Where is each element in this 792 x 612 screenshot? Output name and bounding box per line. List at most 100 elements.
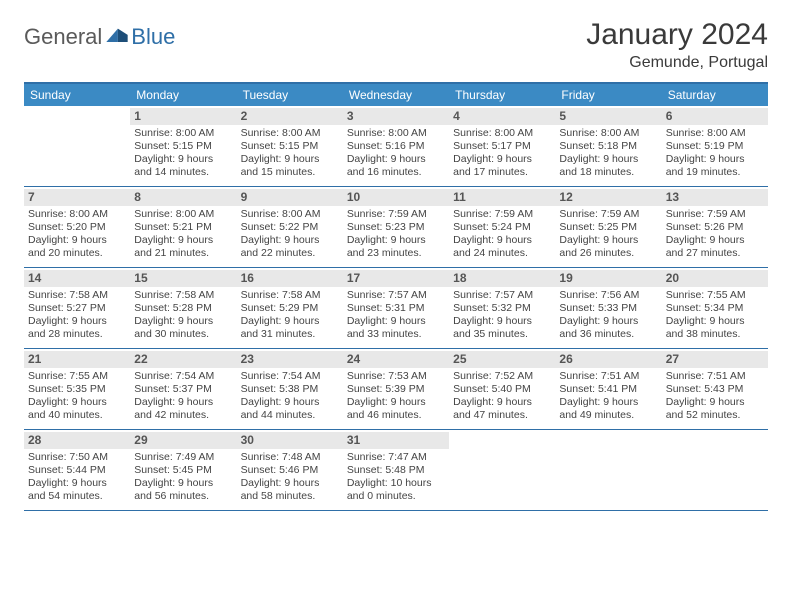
sunset-line: Sunset: 5:22 PM — [241, 221, 339, 234]
day-cell: 14Sunrise: 7:58 AMSunset: 5:27 PMDayligh… — [24, 268, 130, 348]
sunrise-line: Sunrise: 7:59 AM — [666, 208, 764, 221]
daylight-line: Daylight: 9 hours and 19 minutes. — [666, 153, 764, 179]
daylight-line: Daylight: 9 hours and 24 minutes. — [453, 234, 551, 260]
day-number: 7 — [24, 189, 130, 206]
daylight-line: Daylight: 9 hours and 28 minutes. — [28, 315, 126, 341]
daylight-line: Daylight: 9 hours and 21 minutes. — [134, 234, 232, 260]
daylight-line: Daylight: 9 hours and 36 minutes. — [559, 315, 657, 341]
day-cell: 30Sunrise: 7:48 AMSunset: 5:46 PMDayligh… — [237, 430, 343, 510]
daylight-line: Daylight: 9 hours and 18 minutes. — [559, 153, 657, 179]
sunset-line: Sunset: 5:19 PM — [666, 140, 764, 153]
calendar-grid: SundayMondayTuesdayWednesdayThursdayFrid… — [24, 82, 768, 511]
daylight-line: Daylight: 9 hours and 33 minutes. — [347, 315, 445, 341]
day-cell: 21Sunrise: 7:55 AMSunset: 5:35 PMDayligh… — [24, 349, 130, 429]
title-block: January 2024 Gemunde, Portugal — [586, 18, 768, 72]
day-cell: 26Sunrise: 7:51 AMSunset: 5:41 PMDayligh… — [555, 349, 661, 429]
day-cell: 12Sunrise: 7:59 AMSunset: 5:25 PMDayligh… — [555, 187, 661, 267]
sunset-line: Sunset: 5:32 PM — [453, 302, 551, 315]
logo-text-general: General — [24, 24, 102, 50]
sunrise-line: Sunrise: 7:48 AM — [241, 451, 339, 464]
weekday-saturday: Saturday — [662, 84, 768, 106]
day-cell: 8Sunrise: 8:00 AMSunset: 5:21 PMDaylight… — [130, 187, 236, 267]
day-cell: 23Sunrise: 7:54 AMSunset: 5:38 PMDayligh… — [237, 349, 343, 429]
sunrise-line: Sunrise: 8:00 AM — [347, 127, 445, 140]
sunset-line: Sunset: 5:48 PM — [347, 464, 445, 477]
daylight-line: Daylight: 9 hours and 16 minutes. — [347, 153, 445, 179]
sunrise-line: Sunrise: 7:55 AM — [28, 370, 126, 383]
sunset-line: Sunset: 5:26 PM — [666, 221, 764, 234]
day-number: 26 — [555, 351, 661, 368]
sunset-line: Sunset: 5:37 PM — [134, 383, 232, 396]
day-number: 2 — [237, 108, 343, 125]
sunrise-line: Sunrise: 8:00 AM — [559, 127, 657, 140]
day-number: 13 — [662, 189, 768, 206]
day-cell: 16Sunrise: 7:58 AMSunset: 5:29 PMDayligh… — [237, 268, 343, 348]
calendar-page: General Blue January 2024 Gemunde, Portu… — [0, 0, 792, 511]
day-number: 27 — [662, 351, 768, 368]
day-number: 14 — [24, 270, 130, 287]
day-cell: 1Sunrise: 8:00 AMSunset: 5:15 PMDaylight… — [130, 106, 236, 186]
sunrise-line: Sunrise: 7:57 AM — [347, 289, 445, 302]
day-cell: 17 Sunrise: 7:57 AMSunset: 5:31 PMDayligh… — [343, 268, 449, 348]
day-cell: 10Sunrise: 7:59 AMSunset: 5:23 PMDayligh… — [343, 187, 449, 267]
day-number: 17 — [343, 270, 449, 287]
sunset-line: Sunset: 5:16 PM — [347, 140, 445, 153]
sunset-line: Sunset: 5:23 PM — [347, 221, 445, 234]
sunrise-line: Sunrise: 7:50 AM — [28, 451, 126, 464]
day-number: 21 — [24, 351, 130, 368]
daylight-line: Daylight: 9 hours and 56 minutes. — [134, 477, 232, 503]
daylight-line: Daylight: 9 hours and 30 minutes. — [134, 315, 232, 341]
daylight-line: Daylight: 9 hours and 58 minutes. — [241, 477, 339, 503]
sunrise-line: Sunrise: 7:58 AM — [241, 289, 339, 302]
day-number: 12 — [555, 189, 661, 206]
weekday-row: SundayMondayTuesdayWednesdayThursdayFrid… — [24, 84, 768, 106]
sunrise-line: Sunrise: 8:00 AM — [241, 127, 339, 140]
sunrise-line: Sunrise: 7:55 AM — [666, 289, 764, 302]
day-cell: 27Sunrise: 7:51 AMSunset: 5:43 PMDayligh… — [662, 349, 768, 429]
daylight-line: Daylight: 9 hours and 20 minutes. — [28, 234, 126, 260]
sunset-line: Sunset: 5:29 PM — [241, 302, 339, 315]
sunrise-line: Sunrise: 8:00 AM — [241, 208, 339, 221]
sunrise-line: Sunrise: 7:56 AM — [559, 289, 657, 302]
sunrise-line: Sunrise: 8:00 AM — [453, 127, 551, 140]
day-number: 18 — [449, 270, 555, 287]
day-number: 24 — [343, 351, 449, 368]
daylight-line: Daylight: 9 hours and 42 minutes. — [134, 396, 232, 422]
sunrise-line: Sunrise: 7:49 AM — [134, 451, 232, 464]
sunrise-line: Sunrise: 7:58 AM — [134, 289, 232, 302]
sunset-line: Sunset: 5:44 PM — [28, 464, 126, 477]
day-cell: 6Sunrise: 8:00 AMSunset: 5:19 PMDaylight… — [662, 106, 768, 186]
day-cell: 7Sunrise: 8:00 AMSunset: 5:20 PMDaylight… — [24, 187, 130, 267]
daylight-line: Daylight: 9 hours and 40 minutes. — [28, 396, 126, 422]
weekday-tuesday: Tuesday — [237, 84, 343, 106]
daylight-line: Daylight: 9 hours and 49 minutes. — [559, 396, 657, 422]
sunset-line: Sunset: 5:21 PM — [134, 221, 232, 234]
week-row: 21Sunrise: 7:55 AMSunset: 5:35 PMDayligh… — [24, 349, 768, 430]
sunset-line: Sunset: 5:31 PM — [347, 302, 445, 315]
sunrise-line: Sunrise: 7:59 AM — [347, 208, 445, 221]
day-number: 4 — [449, 108, 555, 125]
month-title: January 2024 — [586, 18, 768, 52]
day-number: 9 — [237, 189, 343, 206]
day-cell: 15Sunrise: 7:58 AMSunset: 5:28 PMDayligh… — [130, 268, 236, 348]
weekday-monday: Monday — [130, 84, 236, 106]
week-row: 7Sunrise: 8:00 AMSunset: 5:20 PMDaylight… — [24, 187, 768, 268]
day-number: 29 — [130, 432, 236, 449]
sunrise-line: Sunrise: 7:53 AM — [347, 370, 445, 383]
day-number: 10 — [343, 189, 449, 206]
day-cell: 4Sunrise: 8:00 AMSunset: 5:17 PMDaylight… — [449, 106, 555, 186]
day-number: 19 — [555, 270, 661, 287]
empty-cell — [24, 106, 130, 186]
day-number: 11 — [449, 189, 555, 206]
day-number: 1 — [130, 108, 236, 125]
daylight-line: Daylight: 9 hours and 15 minutes. — [241, 153, 339, 179]
daylight-line: Daylight: 9 hours and 47 minutes. — [453, 396, 551, 422]
day-number: 5 — [555, 108, 661, 125]
day-cell: 2Sunrise: 8:00 AMSunset: 5:15 PMDaylight… — [237, 106, 343, 186]
empty-cell — [662, 430, 768, 510]
daylight-line: Daylight: 9 hours and 22 minutes. — [241, 234, 339, 260]
sunrise-line: Sunrise: 8:00 AM — [666, 127, 764, 140]
sunset-line: Sunset: 5:46 PM — [241, 464, 339, 477]
sunset-line: Sunset: 5:28 PM — [134, 302, 232, 315]
sunset-line: Sunset: 5:24 PM — [453, 221, 551, 234]
